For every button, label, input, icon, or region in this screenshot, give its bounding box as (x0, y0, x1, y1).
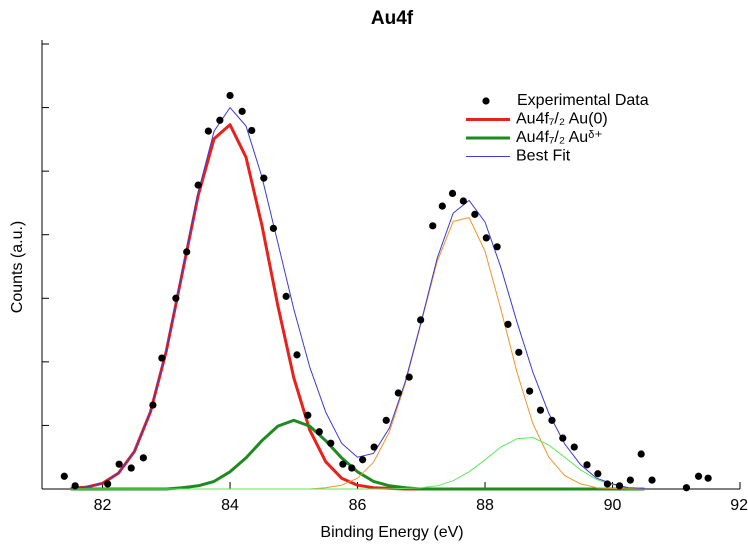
data-point (603, 480, 612, 488)
legend-label: Best Fit (516, 148, 571, 165)
data-point (149, 401, 157, 409)
x-tick-label: 88 (476, 497, 494, 514)
data-point (548, 416, 556, 424)
data-point (682, 484, 691, 492)
data-point (637, 450, 645, 458)
data-point (304, 411, 312, 419)
data-point (226, 91, 234, 100)
x-axis-label: Binding Energy (eV) (320, 524, 463, 541)
data-point (204, 127, 212, 135)
x-tick-label: 90 (604, 497, 622, 514)
data-point (282, 292, 290, 300)
chart-title: Au4f (371, 8, 414, 29)
data-point (417, 316, 425, 324)
data-point (348, 464, 356, 472)
data-point (504, 320, 512, 328)
x-tick-label: 84 (221, 497, 239, 514)
data-point (216, 116, 224, 124)
legend-marker (482, 97, 490, 105)
data-point (536, 406, 545, 414)
data-point (382, 416, 390, 424)
x-tick-label: 82 (94, 497, 112, 514)
data-point (139, 454, 147, 462)
data-point (269, 224, 277, 232)
data-point (115, 460, 123, 468)
data-point (482, 234, 490, 242)
data-point (583, 461, 591, 469)
data-point (429, 222, 437, 230)
data-point (172, 294, 180, 302)
data-point (570, 443, 578, 451)
data-point (315, 428, 323, 436)
data-point (526, 387, 534, 395)
fit-line (70, 217, 645, 490)
data-point (448, 189, 457, 197)
data-point (471, 210, 479, 218)
fit-line (70, 107, 645, 489)
data-point (194, 181, 202, 189)
data-point (293, 351, 301, 359)
data-point (71, 482, 79, 490)
data-point (183, 248, 191, 256)
fit-line (70, 437, 645, 490)
data-point (459, 197, 467, 205)
data-point (648, 476, 656, 484)
x-tick-label: 86 (349, 497, 367, 514)
data-point (327, 439, 335, 447)
data-point (238, 107, 246, 115)
data-point (438, 202, 446, 210)
data-point (104, 480, 112, 488)
data-point (694, 472, 703, 480)
data-point (158, 354, 166, 362)
y-axis-label: Counts (a.u.) (9, 221, 26, 313)
data-point (370, 443, 378, 451)
data-point (394, 389, 402, 397)
data-point (359, 456, 367, 464)
data-point (260, 174, 268, 182)
x-tick-label: 92 (730, 497, 748, 514)
fit-line (70, 123, 645, 491)
data-point (493, 243, 501, 251)
data-point (515, 348, 523, 356)
data-point (559, 434, 567, 442)
legend-label: Experimental Data (517, 92, 649, 109)
data-point (248, 126, 256, 135)
legend-label: Au4f₇/₂ Au(0) (516, 111, 608, 128)
data-point (594, 470, 602, 478)
data-point (704, 474, 712, 482)
data-point (60, 472, 68, 480)
data-point (615, 482, 624, 490)
legend-label: Au4f₇/₂ Auᵟ⁺ (516, 129, 603, 146)
data-point (626, 476, 634, 484)
data-point (127, 464, 135, 472)
data-point (405, 373, 413, 381)
data-point (339, 460, 347, 468)
